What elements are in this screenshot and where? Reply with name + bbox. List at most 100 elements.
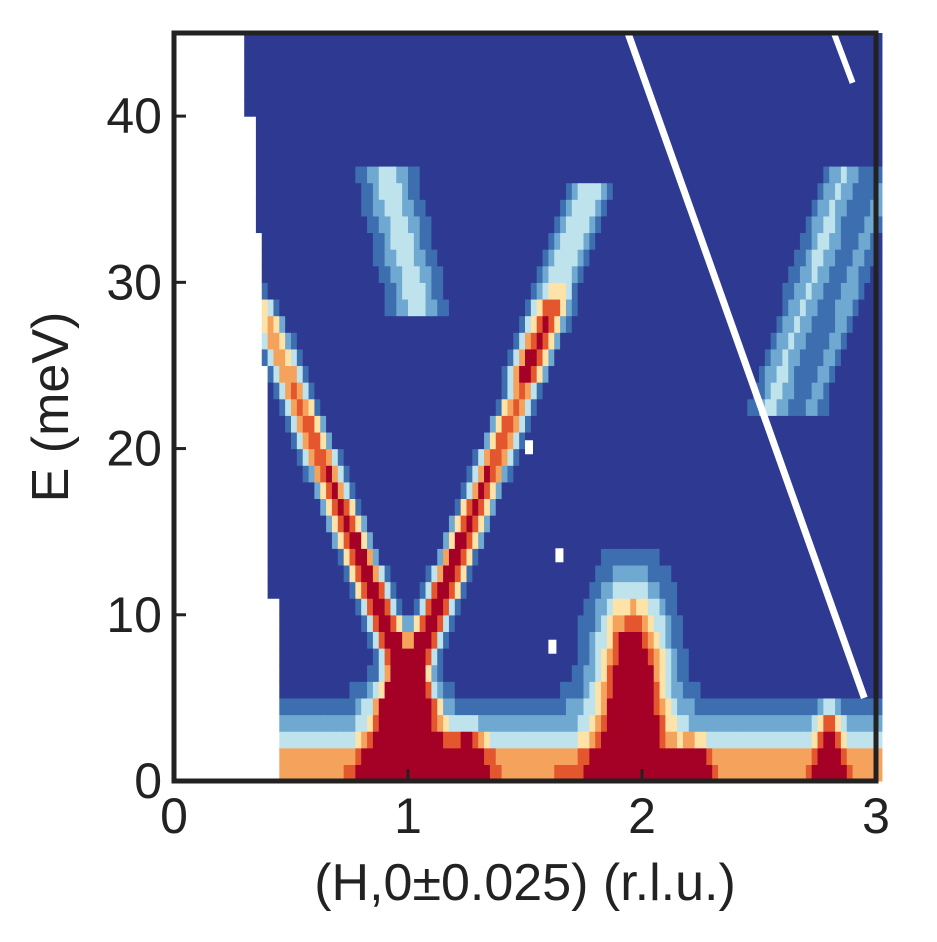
heatmap-cell	[501, 664, 509, 682]
heatmap-cell	[823, 614, 830, 632]
heatmap-cell	[823, 99, 830, 117]
heatmap-cell	[402, 66, 409, 84]
heatmap-cell	[571, 764, 579, 782]
heatmap-cell	[378, 232, 386, 250]
heatmap-cell	[595, 681, 602, 699]
heatmap-cell	[835, 265, 842, 283]
heatmap-cell	[501, 415, 509, 433]
heatmap-cell	[343, 49, 351, 67]
heatmap-cell	[688, 448, 696, 466]
heatmap-cell	[852, 315, 860, 333]
heatmap-cell	[337, 149, 345, 167]
heatmap-cell	[612, 215, 620, 234]
heatmap-cell	[285, 265, 292, 283]
heatmap-cell	[343, 515, 351, 533]
heatmap-cell	[835, 681, 842, 699]
heatmap-cell	[372, 132, 380, 150]
heatmap-cell	[876, 232, 883, 250]
heatmap-cell	[817, 265, 824, 283]
heatmap-cell	[706, 465, 713, 483]
heatmap-cell	[606, 581, 614, 599]
heatmap-cell	[723, 49, 731, 67]
heatmap-cell	[565, 631, 573, 649]
heatmap-cell	[642, 614, 649, 632]
heatmap-cell	[413, 581, 421, 599]
heatmap-cell	[712, 598, 719, 616]
heatmap-cell	[688, 182, 696, 200]
heatmap-cell	[571, 697, 579, 716]
heatmap-cell	[612, 49, 620, 67]
heatmap-cell	[753, 747, 760, 765]
heatmap-cell	[384, 315, 392, 333]
heatmap-cell	[402, 315, 409, 333]
heatmap-cell	[501, 398, 509, 416]
heatmap-cell	[408, 681, 415, 699]
heatmap-cell	[671, 614, 678, 632]
heatmap-cell	[314, 531, 321, 549]
heatmap-cell	[466, 132, 473, 150]
heatmap-cell	[618, 82, 626, 101]
heatmap-cell	[723, 697, 731, 716]
heatmap-cell	[589, 116, 596, 134]
heatmap-cell	[530, 49, 538, 67]
heatmap-cell	[291, 382, 298, 400]
heatmap-cell	[811, 614, 819, 632]
heatmap-cell	[677, 431, 684, 450]
heatmap-cell	[402, 747, 409, 765]
heatmap-cell	[443, 33, 450, 51]
heatmap-cell	[823, 714, 830, 732]
heatmap-cell	[823, 664, 830, 682]
heatmap-cell	[700, 764, 707, 782]
heatmap-cell	[835, 149, 842, 167]
heatmap-cell	[402, 598, 409, 616]
heatmap-cell	[320, 431, 327, 450]
heatmap-cell	[694, 199, 702, 217]
heatmap-cell	[840, 398, 848, 416]
heatmap-cell	[361, 431, 368, 450]
heatmap-cell	[425, 49, 432, 67]
heatmap-cell	[548, 398, 555, 416]
heatmap-cell	[466, 448, 473, 466]
heatmap-cell	[331, 498, 339, 516]
heatmap-cell	[846, 165, 854, 184]
heatmap-cell	[583, 681, 590, 699]
heatmap-cell	[337, 265, 345, 283]
heatmap-cell	[653, 282, 661, 300]
no-data-stripe	[831, 31, 856, 84]
heatmap-cell	[361, 747, 368, 765]
heatmap-cell	[799, 332, 807, 350]
heatmap-cell	[285, 731, 292, 749]
heatmap-cell	[361, 249, 368, 267]
heatmap-cell	[794, 548, 801, 566]
heatmap-cell	[530, 82, 538, 101]
heatmap-cell	[747, 531, 754, 549]
heatmap-cell	[443, 764, 450, 782]
heatmap-cell	[413, 548, 421, 566]
heatmap-cell	[396, 415, 403, 433]
heatmap-cell	[302, 398, 310, 416]
heatmap-cell	[870, 33, 877, 51]
heatmap-cell	[460, 764, 468, 782]
heatmap-cell	[671, 648, 678, 666]
heatmap-cell	[372, 531, 380, 549]
heatmap-cell	[419, 581, 427, 599]
heatmap-cell	[408, 564, 415, 583]
heatmap-cell	[595, 648, 602, 666]
heatmap-cell	[349, 149, 356, 167]
heatmap-cell	[723, 382, 731, 400]
heatmap-cell	[659, 182, 666, 200]
heatmap-cell	[296, 548, 304, 566]
heatmap-cell	[571, 714, 579, 732]
heatmap-cell	[460, 382, 468, 400]
heatmap-cell	[601, 481, 608, 500]
heatmap-cell	[408, 232, 415, 250]
heatmap-cell	[601, 132, 608, 150]
heatmap-cell	[799, 648, 807, 666]
heatmap-cell	[782, 681, 789, 699]
heatmap-cell	[425, 315, 432, 333]
heatmap-cell	[519, 282, 526, 300]
heatmap-cell	[472, 764, 479, 782]
heatmap-cell	[484, 182, 491, 200]
heatmap-cell	[735, 215, 743, 234]
heatmap-cell	[302, 515, 310, 533]
